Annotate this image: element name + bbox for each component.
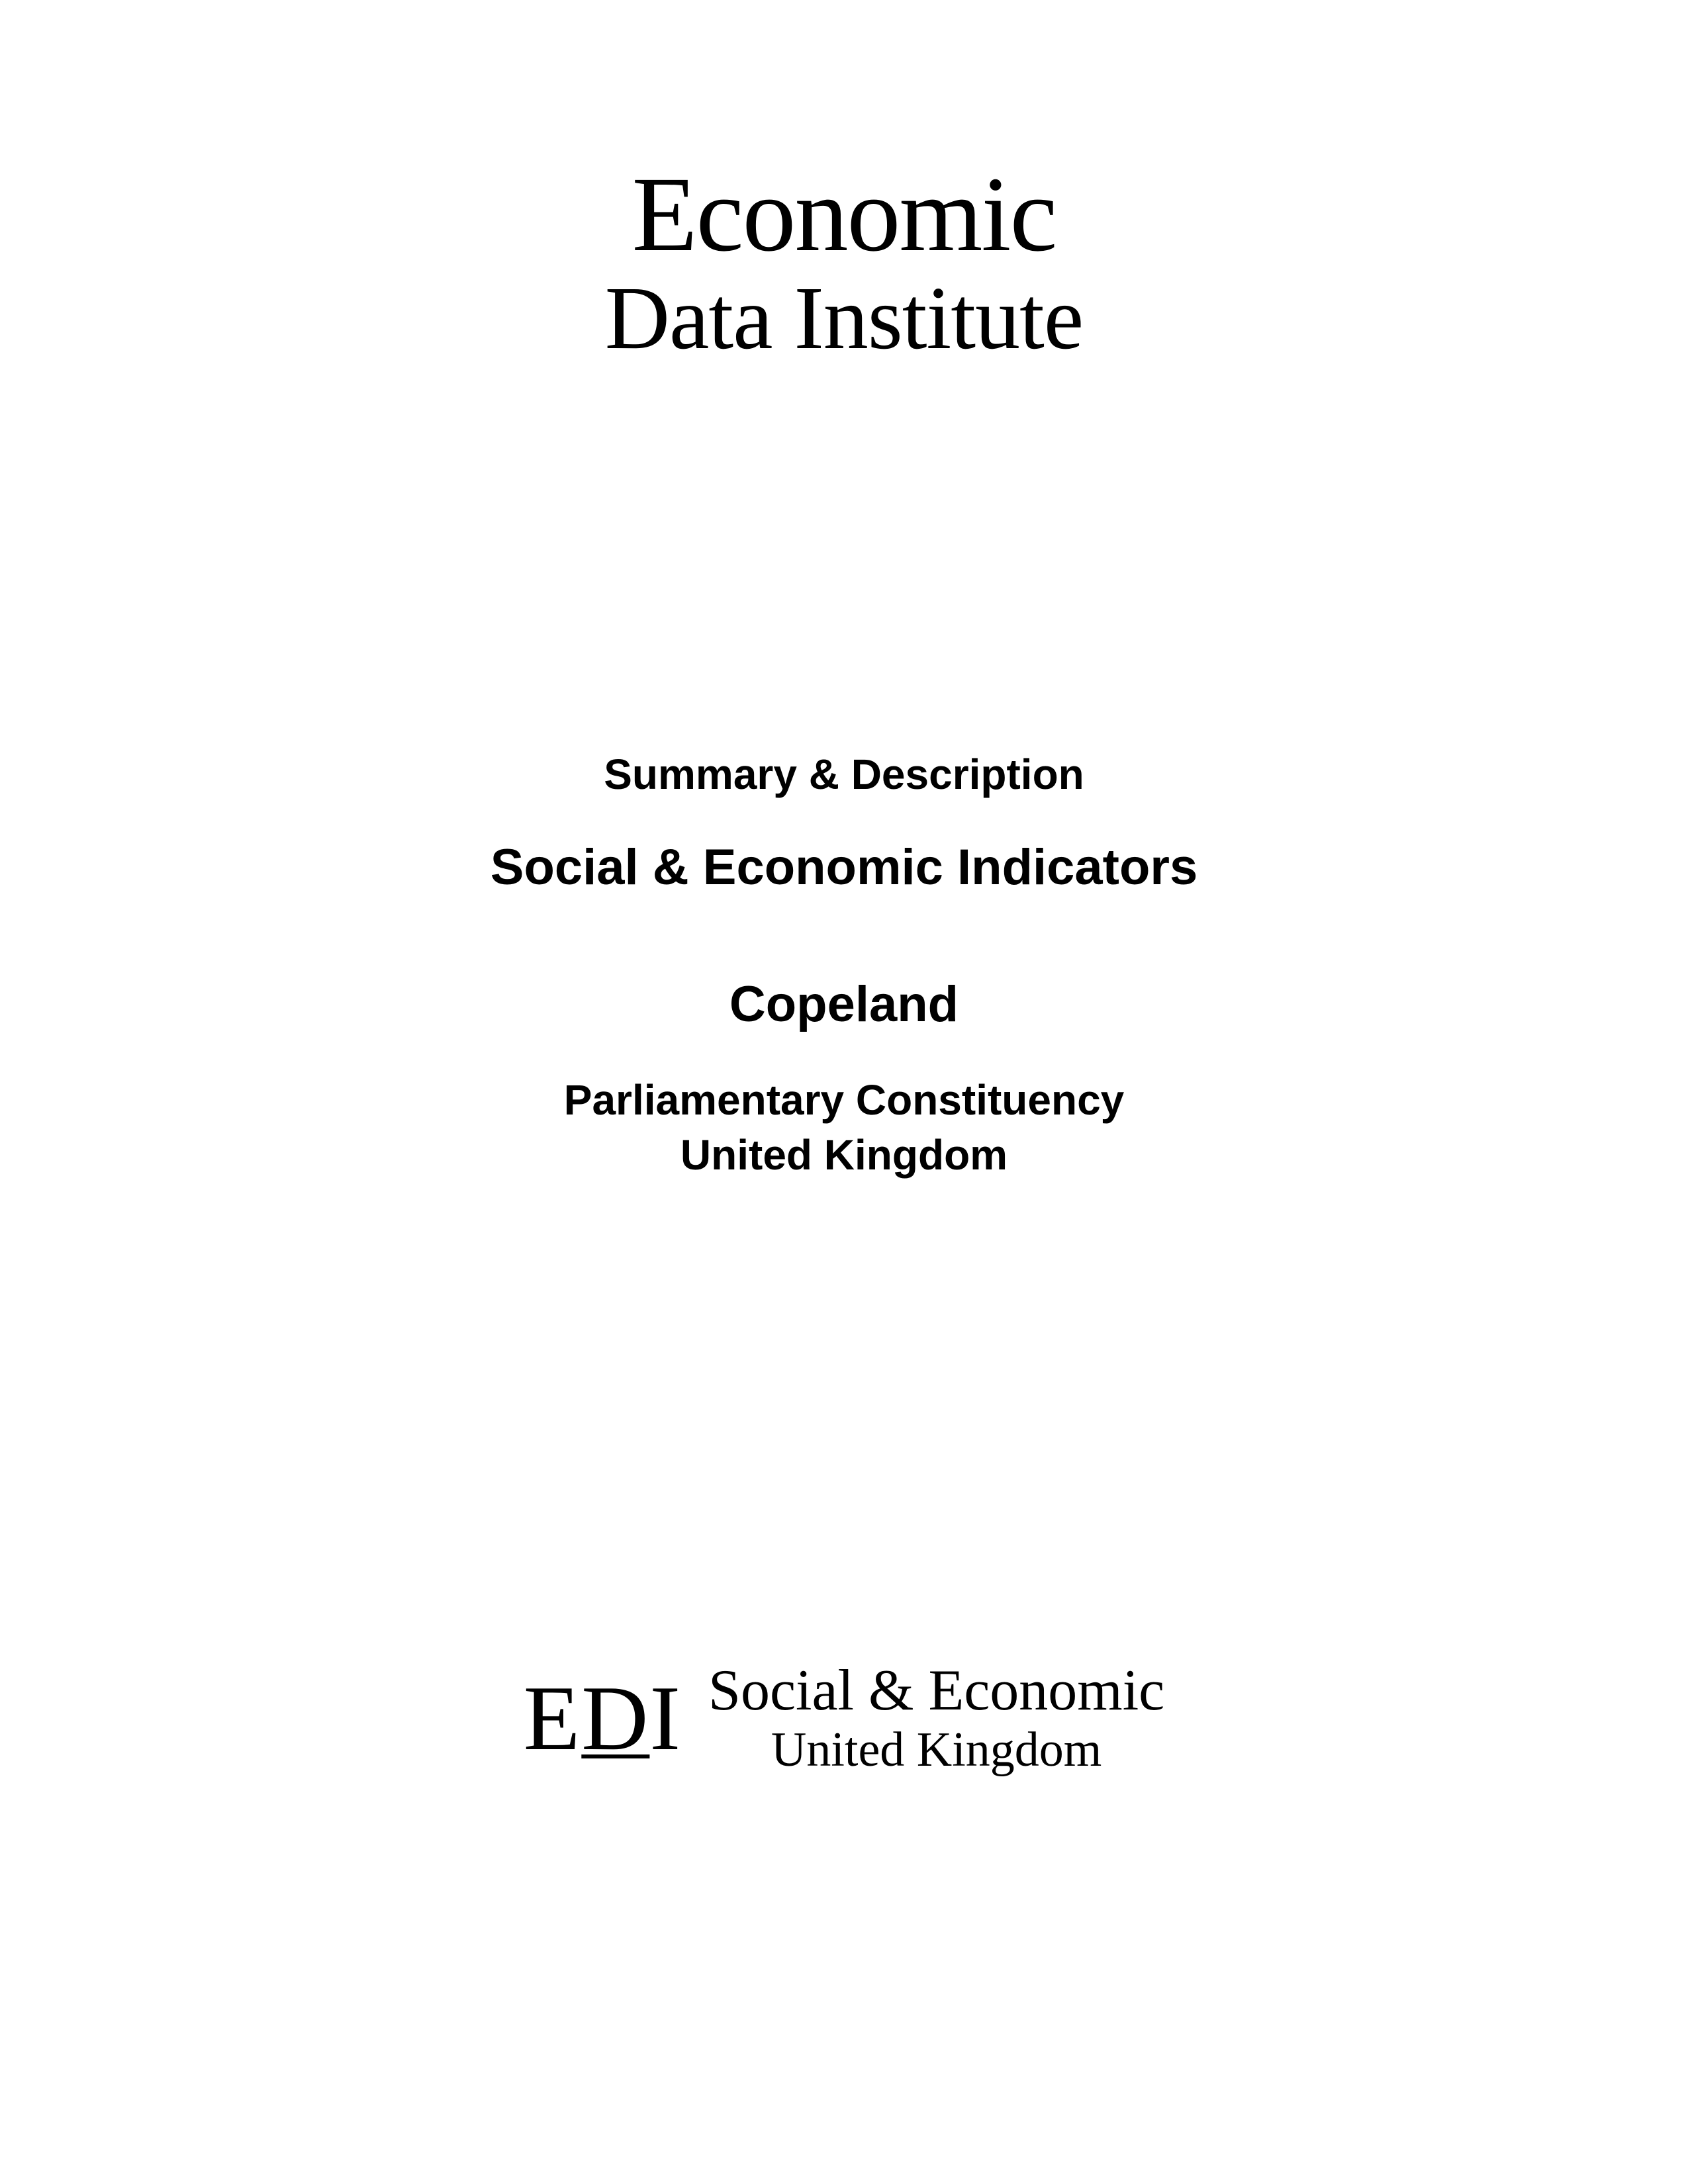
bottom-text-line2: United Kingdom <box>771 1723 1102 1777</box>
edi-letter-e: E <box>524 1665 582 1772</box>
document-page: Economic Data Institute Summary & Descri… <box>0 0 1688 2184</box>
bottom-logo-text: Social & Economic United Kingdom <box>708 1659 1164 1777</box>
subtitle-lines: Parliamentary Constituency United Kingdo… <box>491 1073 1198 1183</box>
summary-description-label: Summary & Description <box>491 750 1198 799</box>
edi-letter-d: D <box>581 1665 649 1772</box>
top-logo-line2: Data Institute <box>605 271 1083 366</box>
top-logo: Economic Data Institute <box>605 159 1083 366</box>
subtitle-line2: United Kingdom <box>491 1128 1198 1183</box>
mid-section: Summary & Description Social & Economic … <box>491 750 1198 1183</box>
bottom-text-line1: Social & Economic <box>708 1659 1164 1723</box>
bottom-logo: EDI Social & Economic United Kingdom <box>524 1659 1164 1777</box>
edi-letter-i: I <box>649 1665 682 1772</box>
location-name: Copeland <box>491 976 1198 1033</box>
top-logo-line1: Economic <box>605 159 1083 271</box>
subtitle-line1: Parliamentary Constituency <box>491 1073 1198 1128</box>
edi-mark: EDI <box>524 1665 682 1772</box>
main-title: Social & Economic Indicators <box>491 839 1198 896</box>
